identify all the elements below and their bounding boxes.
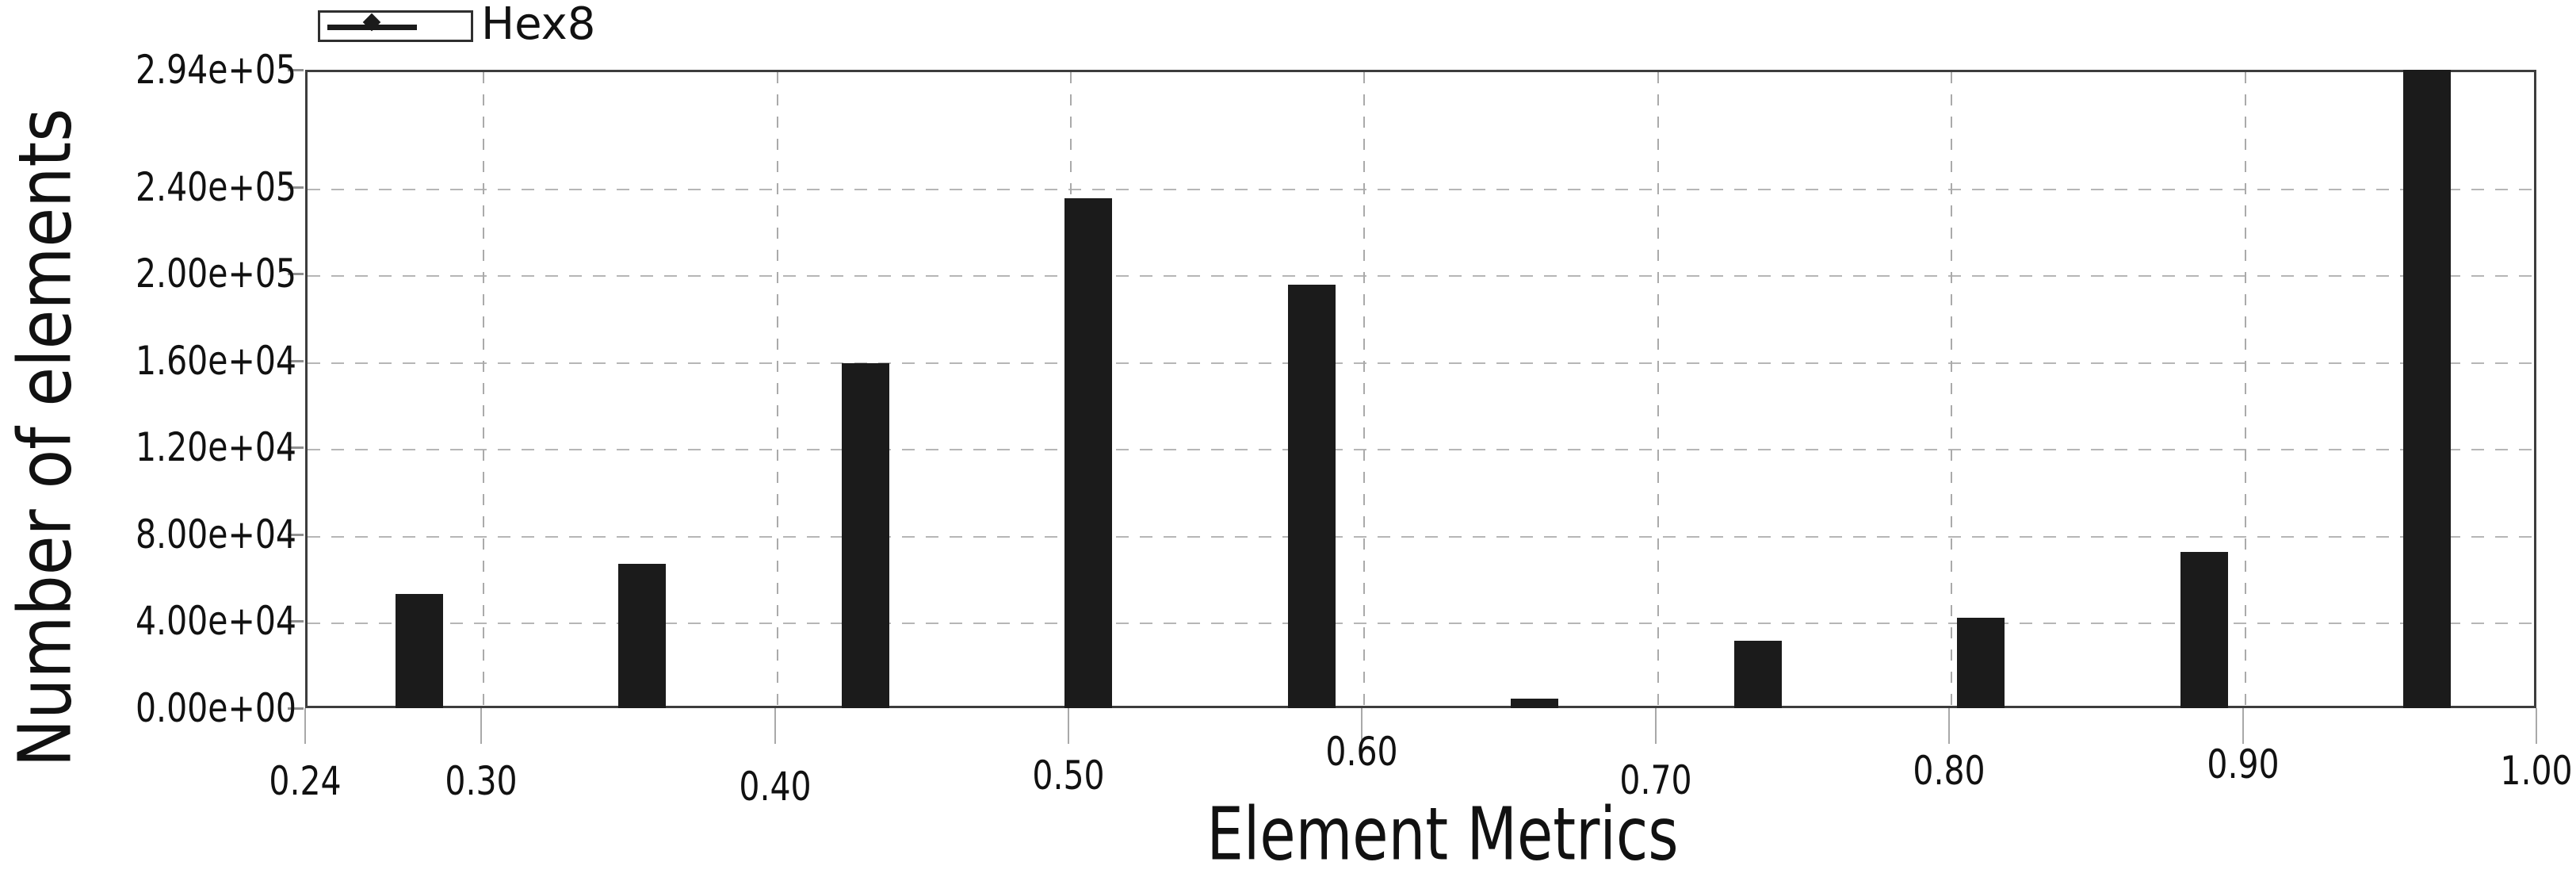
bar xyxy=(1957,618,2005,708)
y-tick-label: 1.60e+04 xyxy=(135,337,296,384)
bar xyxy=(1064,197,1113,708)
bar xyxy=(1511,698,1559,708)
y-tick xyxy=(288,69,304,71)
h-gridline xyxy=(308,188,2534,190)
x-tick xyxy=(1068,708,1070,744)
h-gridline xyxy=(308,623,2534,625)
x-tick-label: 0.40 xyxy=(738,764,812,810)
x-tick xyxy=(304,708,306,744)
x-tick xyxy=(774,708,776,744)
y-tick xyxy=(288,273,304,276)
y-tick-label: 2.00e+05 xyxy=(135,251,296,297)
bar xyxy=(1287,285,1336,708)
y-tick xyxy=(288,533,304,536)
x-tick xyxy=(1654,708,1657,744)
bar xyxy=(2403,70,2452,708)
x-tick-label: 0.70 xyxy=(1619,757,1692,803)
y-tick-label: 2.94e+05 xyxy=(135,47,296,93)
x-tick-label: 1.00 xyxy=(2500,748,2573,794)
v-gridline xyxy=(1951,72,1953,706)
x-tick xyxy=(1361,708,1363,744)
y-tick-label: 4.00e+04 xyxy=(135,598,296,645)
plot-area xyxy=(305,70,2536,708)
y-tick-label: 1.20e+04 xyxy=(135,424,296,471)
x-tick-label: 0.50 xyxy=(1032,753,1105,799)
y-tick xyxy=(288,446,304,450)
y-tick xyxy=(288,620,304,623)
y-tick-label: 0.00e+00 xyxy=(135,685,296,731)
v-gridline xyxy=(776,72,778,706)
h-gridline xyxy=(308,362,2534,364)
x-tick-label: 0.90 xyxy=(2206,741,2280,787)
h-gridline xyxy=(308,449,2534,451)
x-tick-label: 0.80 xyxy=(1913,748,1986,794)
x-tick xyxy=(480,708,483,744)
x-tick-label: 0.24 xyxy=(269,758,342,804)
bar xyxy=(1733,641,1782,708)
x-tick-label: 0.60 xyxy=(1325,729,1399,775)
y-tick-label: 2.40e+05 xyxy=(135,163,296,210)
v-gridline xyxy=(1657,72,1659,706)
y-tick xyxy=(288,186,304,189)
y-tick-label: 8.00e+04 xyxy=(135,511,296,557)
v-gridline xyxy=(2244,72,2246,706)
h-gridline xyxy=(308,535,2534,538)
x-tick xyxy=(1948,708,1951,744)
bar xyxy=(841,362,889,708)
x-tick-label: 0.30 xyxy=(445,758,518,804)
bar xyxy=(2180,551,2228,708)
x-tick xyxy=(2242,708,2244,744)
v-gridline xyxy=(1363,72,1366,706)
legend-label: Hex8 xyxy=(481,0,596,50)
y-tick xyxy=(288,707,304,710)
y-tick xyxy=(288,359,304,362)
v-gridline xyxy=(483,72,485,706)
x-tick xyxy=(2536,708,2537,744)
legend-marker-box xyxy=(318,10,473,42)
bar xyxy=(618,563,667,708)
bar xyxy=(395,594,443,708)
x-axis-title: Element Metrics xyxy=(1206,791,1679,877)
h-gridline xyxy=(308,275,2534,278)
